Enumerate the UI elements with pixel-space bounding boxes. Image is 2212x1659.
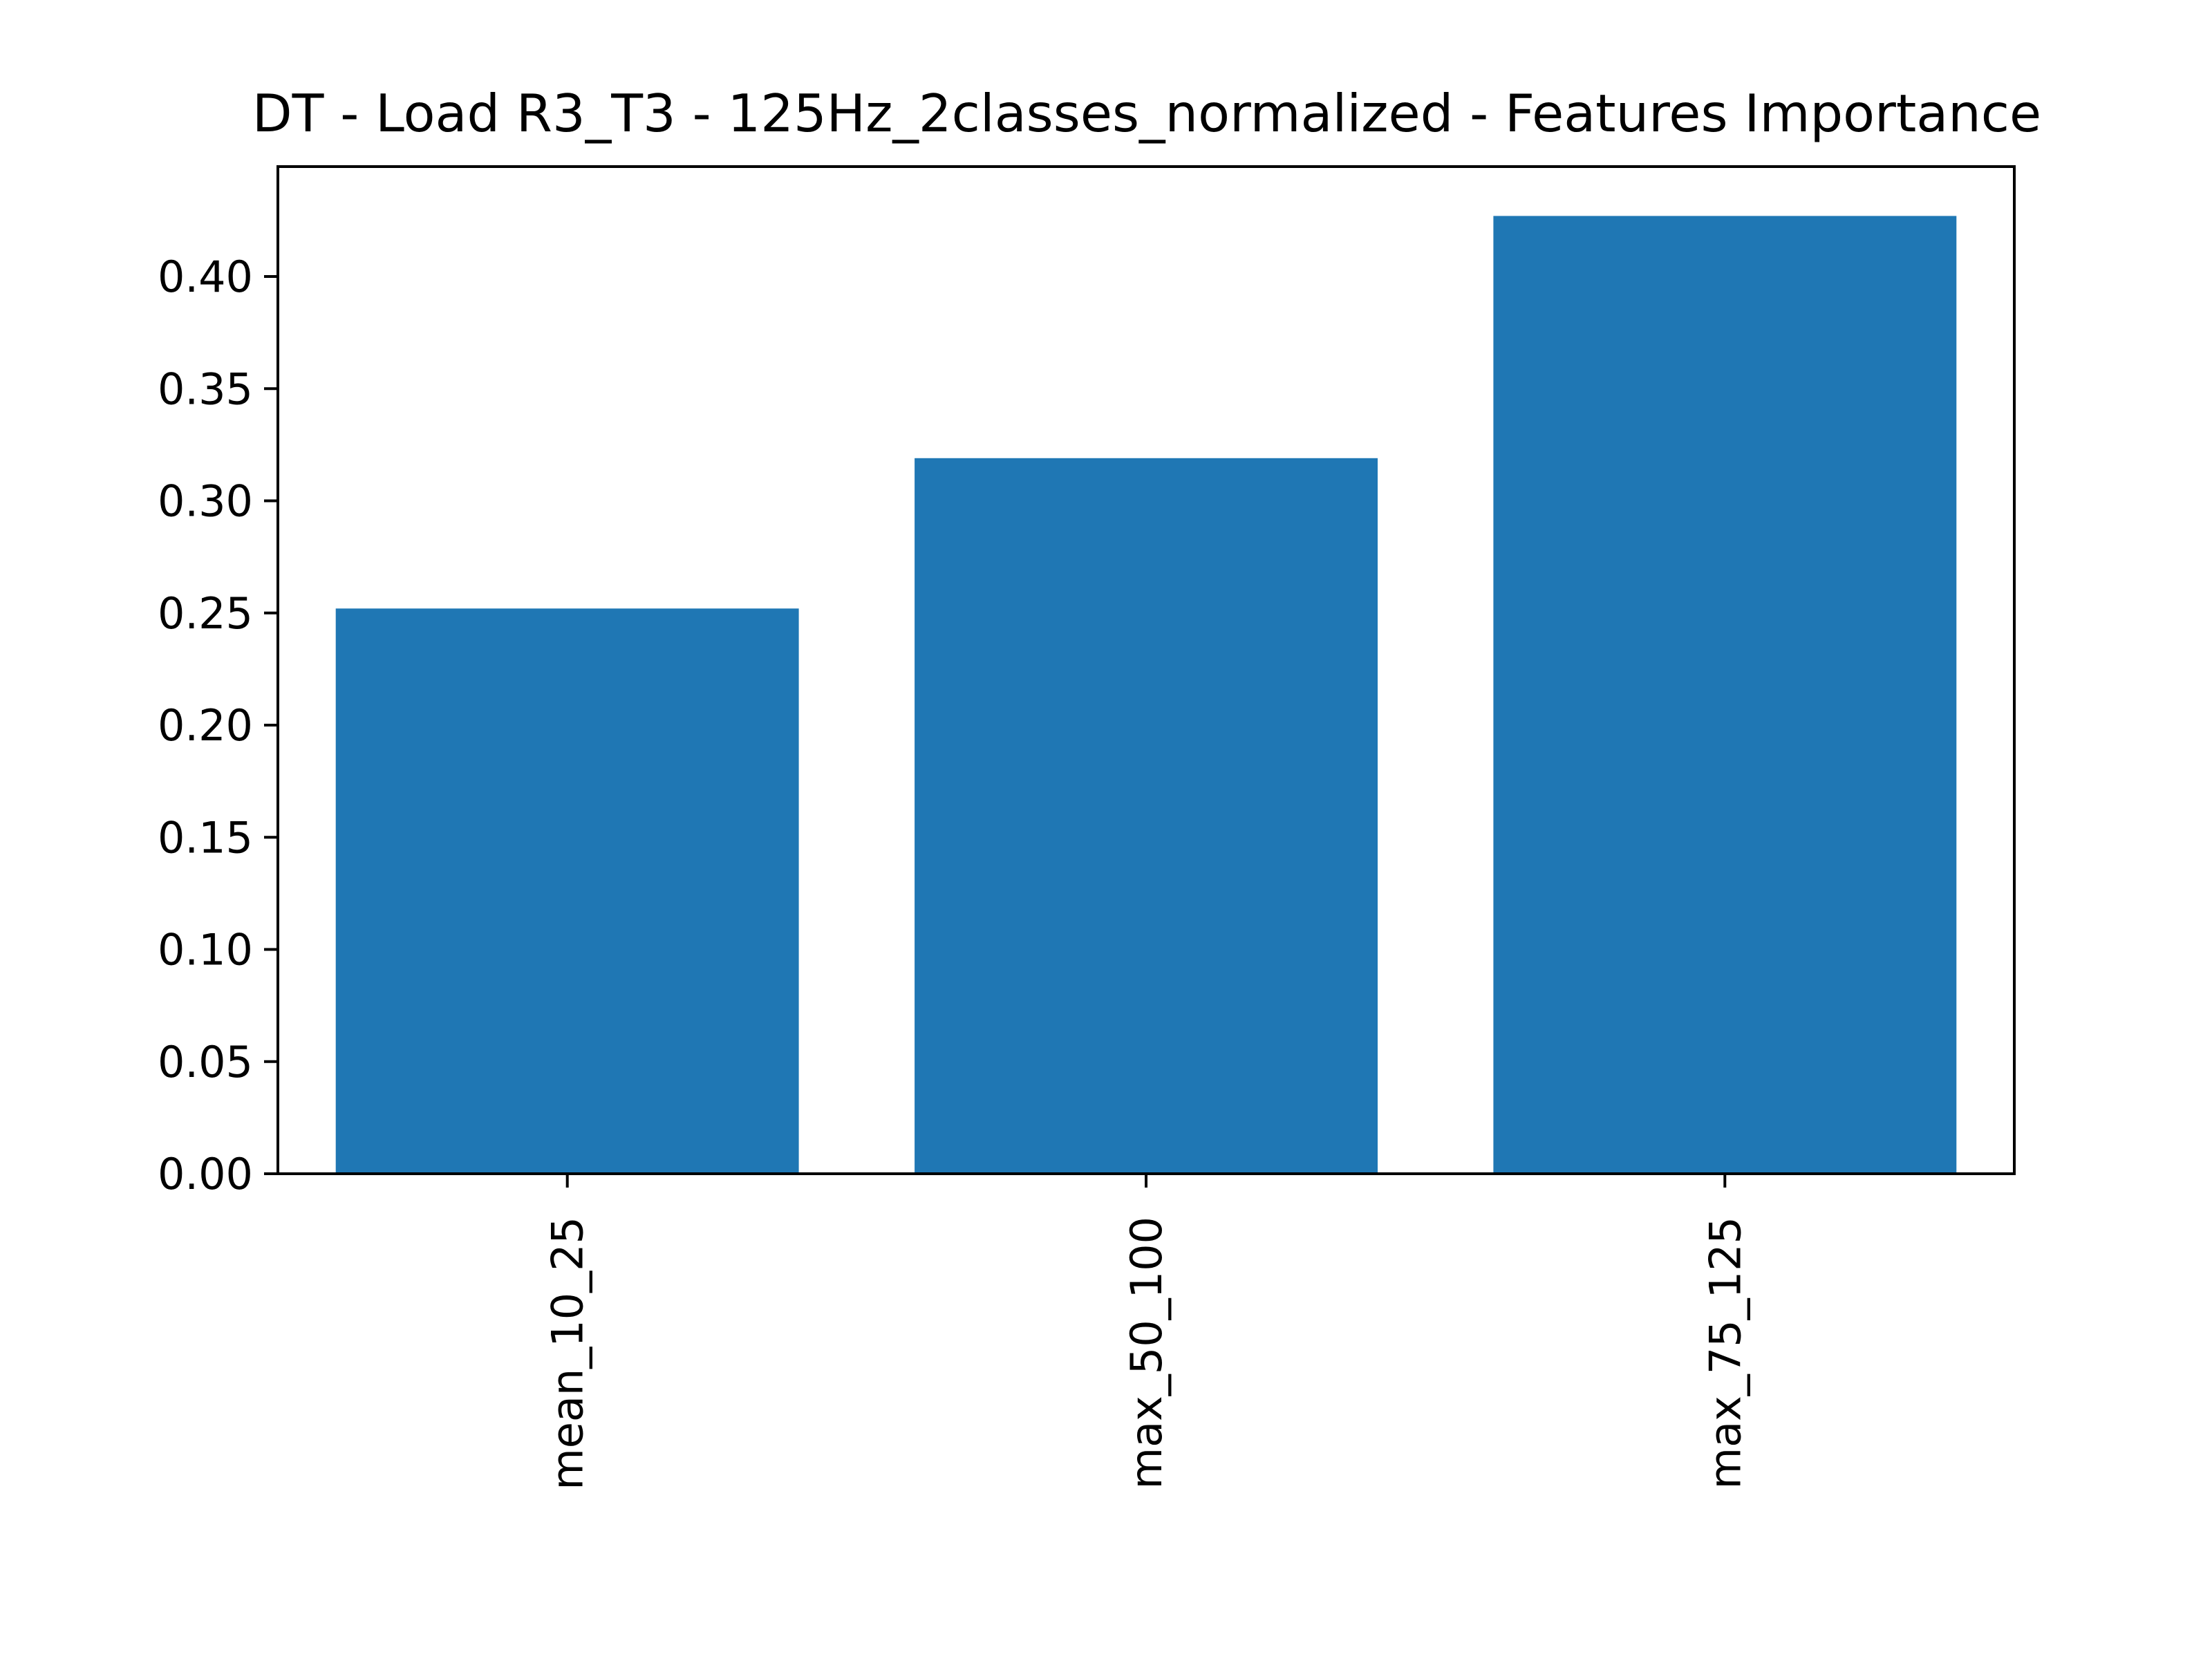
bar-mean_10_25 — [335, 608, 799, 1174]
x-tick-label-max_75_125: max_75_125 — [1700, 1217, 1750, 1489]
x-tick-label-mean_10_25: mean_10_25 — [543, 1217, 593, 1490]
y-tick-label: 0.05 — [158, 1037, 253, 1087]
chart-title: DT - Load R3_T3 - 125Hz_2classes_normali… — [252, 83, 2041, 144]
y-tick-label: 0.25 — [158, 588, 253, 639]
y-tick-label: 0.15 — [158, 812, 253, 863]
y-tick-label: 0.20 — [158, 700, 253, 751]
y-tick-label: 0.00 — [158, 1149, 253, 1199]
bars-layer — [335, 216, 1957, 1174]
bar-max_50_100 — [915, 458, 1378, 1174]
y-axis: 0.00 0.05 0.10 0.15 0.20 0.25 0.30 0.35 0.40 — [158, 252, 278, 1199]
x-tick-label-max_50_100: max_50_100 — [1121, 1217, 1172, 1489]
x-axis: mean_10_25 max_50_100 max_75_125 — [543, 1174, 1750, 1490]
plot-frame — [276, 165, 2016, 1175]
bar-max_75_125 — [1493, 216, 1957, 1174]
y-tick-label: 0.30 — [158, 476, 253, 527]
y-tick-label: 0.10 — [158, 925, 253, 975]
y-tick-label: 0.40 — [158, 252, 253, 302]
y-tick-label: 0.35 — [158, 364, 253, 414]
